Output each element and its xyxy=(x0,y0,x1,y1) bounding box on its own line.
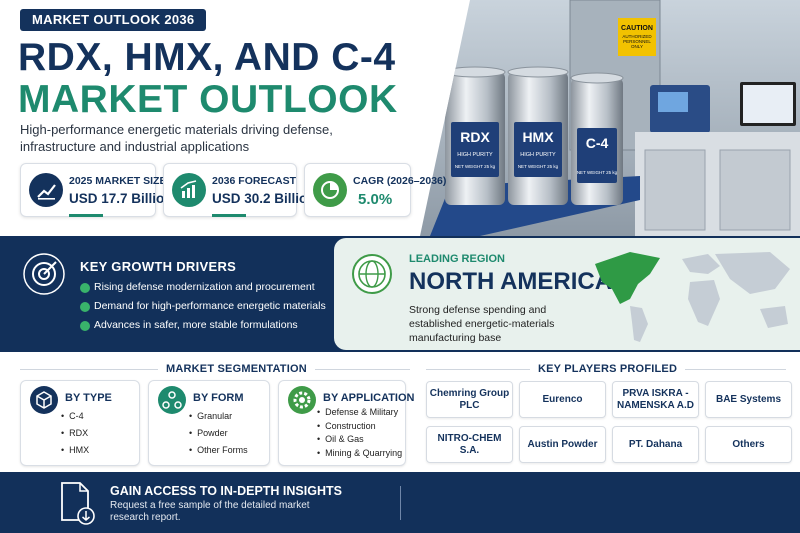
stat-card: 2025 MARKET SIZE USD 17.7 Billion xyxy=(20,163,173,217)
player-card: BAE Systems xyxy=(705,381,792,418)
badge: MARKET OUTLOOK 2036 xyxy=(20,9,207,31)
segment-title: BY FORM xyxy=(193,392,244,404)
drum-lid xyxy=(445,67,505,77)
region-description: Strong defense spending and established … xyxy=(409,304,555,344)
world-map xyxy=(595,252,790,342)
section-title: MARKET SEGMENTATION xyxy=(158,363,315,375)
region-name: NORTH AMERICA xyxy=(409,268,613,295)
drum-lid xyxy=(508,67,568,77)
segment-item: • HMX xyxy=(61,445,90,455)
segment-title: BY TYPE xyxy=(65,392,112,404)
segment-item: • Defense & Military xyxy=(317,407,399,417)
title-line1: RDX, HMX, AND C-4 xyxy=(18,36,396,79)
player-card: Chemring Group PLC xyxy=(426,381,513,418)
product-photo: CAUTION AUTHORIZED PERSONNEL ONLY RDX HIG… xyxy=(420,0,800,236)
caution-sign: CAUTION xyxy=(621,25,653,32)
report-icon xyxy=(61,482,95,525)
segment-title: BY APPLICATION xyxy=(323,392,415,404)
target-icon xyxy=(23,253,65,295)
player-card: Others xyxy=(705,426,792,463)
player-card: PT. Dahana xyxy=(612,426,699,463)
stat-card: 2036 FORECAST USD 30.2 Billion xyxy=(163,163,316,217)
stat-icon xyxy=(172,173,206,207)
player-card: NITRO-CHEM S.A. xyxy=(426,426,513,463)
stat-icon xyxy=(29,173,63,207)
drum-grade: HIGH PURITY xyxy=(457,152,493,158)
driver-item: Demand for high-performance energetic ma… xyxy=(94,300,326,312)
segment-item: • Powder xyxy=(189,428,228,438)
stat-label: 2025 MARKET SIZE xyxy=(69,175,167,187)
driver-item: Advances in safer, more stable formulati… xyxy=(94,319,298,331)
stat-label: CAGR (2026–2036) xyxy=(353,175,447,187)
drum-weight: NET WEIGHT 25 kg xyxy=(577,170,618,175)
segment-icon xyxy=(158,386,186,414)
segment-card: BY FORM • Granular • Powder • Other Forms xyxy=(148,380,270,466)
drum-label xyxy=(577,128,617,183)
cta-title: GAIN ACCESS TO IN-DEPTH INSIGHTS xyxy=(110,484,342,498)
segment-card: BY TYPE • C-4 • RDX • HMX xyxy=(20,380,140,466)
segment-item: • Other Forms xyxy=(189,445,248,455)
drum-label xyxy=(451,122,499,177)
segment-item: • Oil & Gas xyxy=(317,434,364,444)
segment-icon xyxy=(30,386,58,414)
title-line2: MARKET OUTLOOK xyxy=(18,78,398,121)
drum-grade: HIGH PURITY xyxy=(520,152,556,158)
drum-weight: NET WEIGHT 25 kg xyxy=(455,164,496,169)
stat-value: USD 17.7 Billion xyxy=(69,191,173,206)
globe-icon xyxy=(352,254,392,294)
segment-item: • Mining & Quarrying xyxy=(317,447,403,458)
segment-item: • RDX xyxy=(61,428,89,438)
stat-label: 2036 FORECAST xyxy=(212,175,297,187)
section-title: KEY PLAYERS PROFILED xyxy=(530,363,686,375)
stat-icon xyxy=(313,173,347,207)
player-card: Eurenco xyxy=(519,381,606,418)
segment-item: • Granular xyxy=(189,411,233,421)
stat-value: USD 30.2 Billion xyxy=(212,191,316,206)
cta-text: Request a free sample of the detailed ma… xyxy=(110,500,310,523)
driver-item: Rising defense modernization and procure… xyxy=(94,281,315,293)
caution-note: AUTHORIZED PERSONNEL ONLY xyxy=(622,34,652,49)
drum-name: C-4 xyxy=(586,135,609,151)
segment-item: • C-4 xyxy=(61,411,84,421)
segment-item: • Construction xyxy=(317,420,376,431)
drum-name: RDX xyxy=(460,129,490,145)
stat-card: CAGR (2026–2036) 5.0% xyxy=(304,163,446,217)
stat-value: 5.0% xyxy=(358,191,393,208)
drum-name: HMX xyxy=(522,129,554,145)
subtitle: High-performance energetic materials dri… xyxy=(20,122,333,154)
segment-icon xyxy=(288,386,316,414)
segment-card: BY APPLICATION • Defense & Military • Const… xyxy=(278,380,414,466)
drum-weight: NET WEIGHT 25 kg xyxy=(518,164,559,169)
drivers-title: KEY GROWTH DRIVERS xyxy=(80,259,237,274)
player-card: PRVA ISKRA - NAMENSKA A.D xyxy=(612,381,699,418)
check-icon xyxy=(80,283,90,293)
drum-label xyxy=(514,122,562,177)
player-card: Austin Powder xyxy=(519,426,606,463)
drum-lid xyxy=(571,73,623,83)
check-icon xyxy=(80,302,90,312)
region-label: LEADING REGION xyxy=(409,253,505,265)
check-icon xyxy=(80,321,90,331)
